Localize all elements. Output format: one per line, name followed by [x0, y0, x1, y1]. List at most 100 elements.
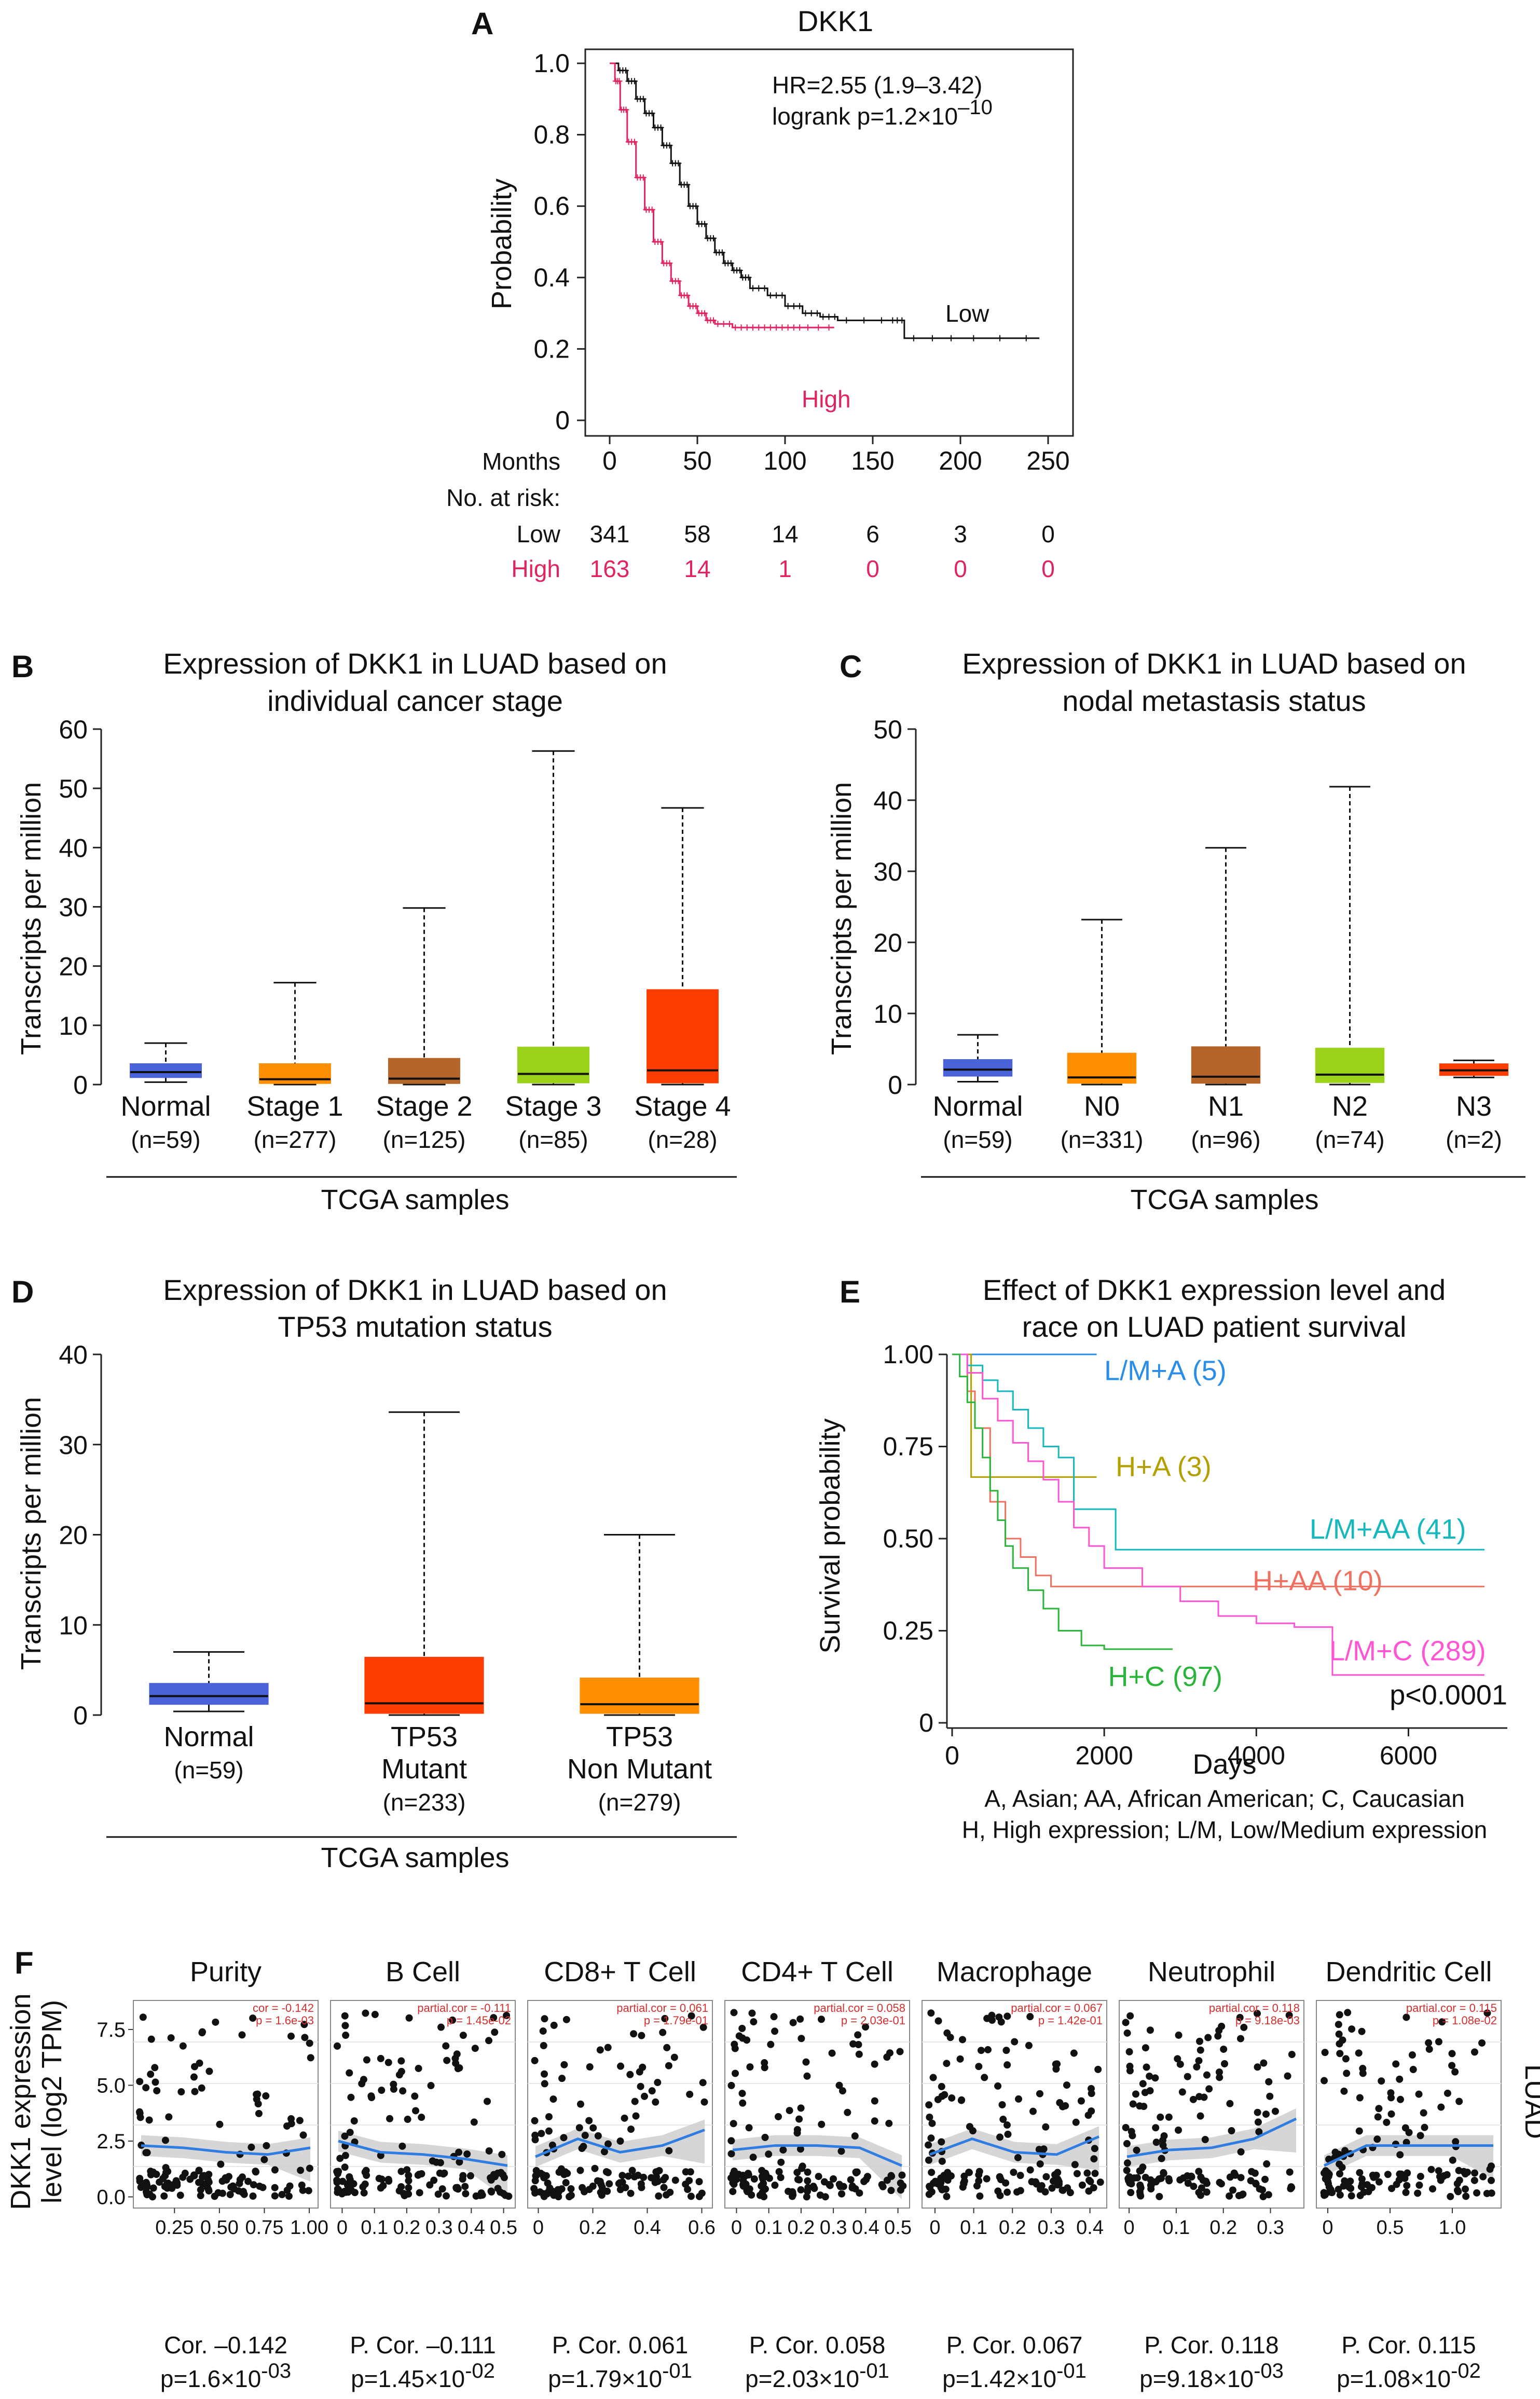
f-scatter-point	[1387, 2094, 1395, 2102]
e-curve	[952, 1353, 1485, 1587]
f-scatter-point	[1403, 2182, 1411, 2189]
f-scatter-point	[260, 2156, 268, 2163]
f-scatter-point	[640, 2092, 648, 2100]
f-scatter-point	[1122, 2019, 1130, 2026]
a-censor-mark	[649, 110, 655, 117]
f-scatter-point	[1355, 2049, 1363, 2057]
f-scatter-point	[1037, 2185, 1044, 2193]
f-scatter-point	[1146, 2026, 1154, 2034]
panel-a-plot-frame	[584, 48, 1074, 437]
f-scatter-point	[164, 2168, 172, 2175]
a-censor-mark	[640, 174, 647, 181]
f-xtick-label: 0.2	[393, 2217, 420, 2239]
f-scatter-point	[630, 2030, 638, 2038]
f-scatter-point	[624, 2172, 632, 2180]
f-scatter-point	[271, 2166, 279, 2174]
box-iqr	[943, 1059, 1013, 1077]
f-scatter-point	[541, 2015, 548, 2023]
f-p-label: p=1.08×10-02	[1337, 2360, 1481, 2392]
f-scatter-point	[652, 2098, 659, 2106]
panel-c-plot: 0 10 20 30 40 50 Normal (n=59) N0 (n=331) N1 (n=96)…	[873, 715, 1525, 1178]
f-scatter-point	[397, 2168, 405, 2175]
f-scatter-point	[1462, 2192, 1470, 2200]
f-scatter-point	[771, 2182, 779, 2189]
f-scatter-point	[205, 2178, 213, 2186]
f-scatter-point	[604, 2169, 612, 2176]
f-scatter-point	[1226, 2192, 1233, 2200]
f-scatter-point	[271, 2184, 279, 2191]
box-ytick-label: 50	[59, 774, 88, 803]
f-scatter-point	[503, 2011, 511, 2019]
panel-a-risk-table: 341 58 14 6 3 0 163 14 1 0 0 0	[590, 520, 1055, 582]
f-scatter-point	[341, 2151, 349, 2159]
box-ytick-label: 50	[873, 715, 902, 744]
f-scatter-point	[1322, 2167, 1330, 2175]
f-pval-text: p = 1.45e-02	[447, 2014, 511, 2027]
panel-a-months-label: Months	[482, 448, 560, 475]
f-scatter-point	[1143, 2063, 1150, 2071]
f-scatter-point	[430, 2176, 438, 2184]
e-curve-label: L/M+AA (41)	[1310, 1514, 1466, 1545]
a-censor-mark	[693, 203, 699, 210]
f-scatter-point	[379, 2182, 387, 2189]
f-p-exp: -01	[1056, 2360, 1087, 2382]
panel-e-title-line1: Effect of DKK1 expression level and	[983, 1273, 1446, 1306]
f-scatter-point	[301, 2034, 309, 2041]
f-scatter-point	[648, 2087, 656, 2095]
a-censor-mark	[796, 324, 803, 331]
f-scatter-point	[249, 2192, 257, 2200]
f-scatter-point	[999, 2116, 1007, 2123]
f-scatter-point	[491, 2028, 499, 2036]
f-scatter-point	[472, 2192, 480, 2200]
f-scatter-point	[750, 2175, 758, 2183]
f-scatter-point	[498, 2150, 506, 2158]
a-censor-mark	[727, 260, 734, 267]
f-scatter-point	[1471, 2169, 1479, 2177]
f-scatter-point	[837, 2147, 845, 2155]
f-scatter-point	[1147, 2181, 1155, 2189]
f-cor-label: P. Cor. 0.118	[1144, 2332, 1278, 2359]
f-scatter-point	[748, 2009, 756, 2017]
f-scatter-point	[1341, 2147, 1349, 2155]
panel-b: B Expression of DKK1 in LUAD based on in…	[11, 647, 737, 1215]
f-scatter-point	[1344, 2009, 1352, 2017]
f-scatter-point	[1221, 2060, 1229, 2067]
a-censor-mark	[785, 303, 791, 309]
f-scatter-point	[1248, 2168, 1256, 2175]
f-scatter-point	[146, 2190, 154, 2198]
f-scatter-point	[796, 2015, 804, 2023]
f-scatter-point	[898, 2171, 906, 2179]
f-scatter-point	[655, 2192, 663, 2200]
panel-e-title-line2: race on LUAD patient survival	[1022, 1310, 1407, 1343]
a-censor-mark	[684, 181, 691, 188]
a-risk-high-value: 14	[684, 555, 710, 582]
f-scatter-point	[416, 2189, 423, 2197]
f-scatter-point	[927, 2134, 935, 2142]
a-censor-mark	[631, 78, 638, 85]
f-scatter-point	[487, 2176, 495, 2184]
f-scatter-point	[1405, 2129, 1413, 2136]
f-scatter-point	[153, 2171, 160, 2178]
f-scatter-point	[796, 2145, 804, 2153]
f-xtick-label: 0.4	[634, 2217, 661, 2239]
a-censor-mark	[622, 67, 629, 74]
f-scatter-point	[136, 2108, 144, 2116]
f-xtick-label: 0.5	[1377, 2217, 1404, 2239]
f-scatter-point	[1123, 2140, 1131, 2147]
f-scatter-point	[307, 2054, 314, 2062]
f-scatter-point	[1188, 2173, 1195, 2181]
f-scatter-point	[1179, 2174, 1187, 2182]
box-ytick-label: 40	[873, 786, 902, 815]
f-scatter-point	[404, 2116, 411, 2123]
f-xtick-label: 0.3	[1257, 2217, 1284, 2239]
f-xtick-label: 0.1	[1162, 2217, 1190, 2239]
f-scatter-point	[341, 2022, 349, 2030]
box-category-label-line2: Non Mutant	[567, 1753, 712, 1785]
f-scatter-point	[803, 2072, 811, 2080]
f-scatter-point	[405, 2014, 413, 2022]
a-censor-mark	[910, 335, 917, 341]
f-scatter-point	[1288, 2051, 1296, 2059]
box-ytick-label: 40	[59, 1340, 88, 1369]
f-scatter-point	[1152, 2138, 1160, 2146]
f-scatter-point	[1184, 2073, 1191, 2080]
